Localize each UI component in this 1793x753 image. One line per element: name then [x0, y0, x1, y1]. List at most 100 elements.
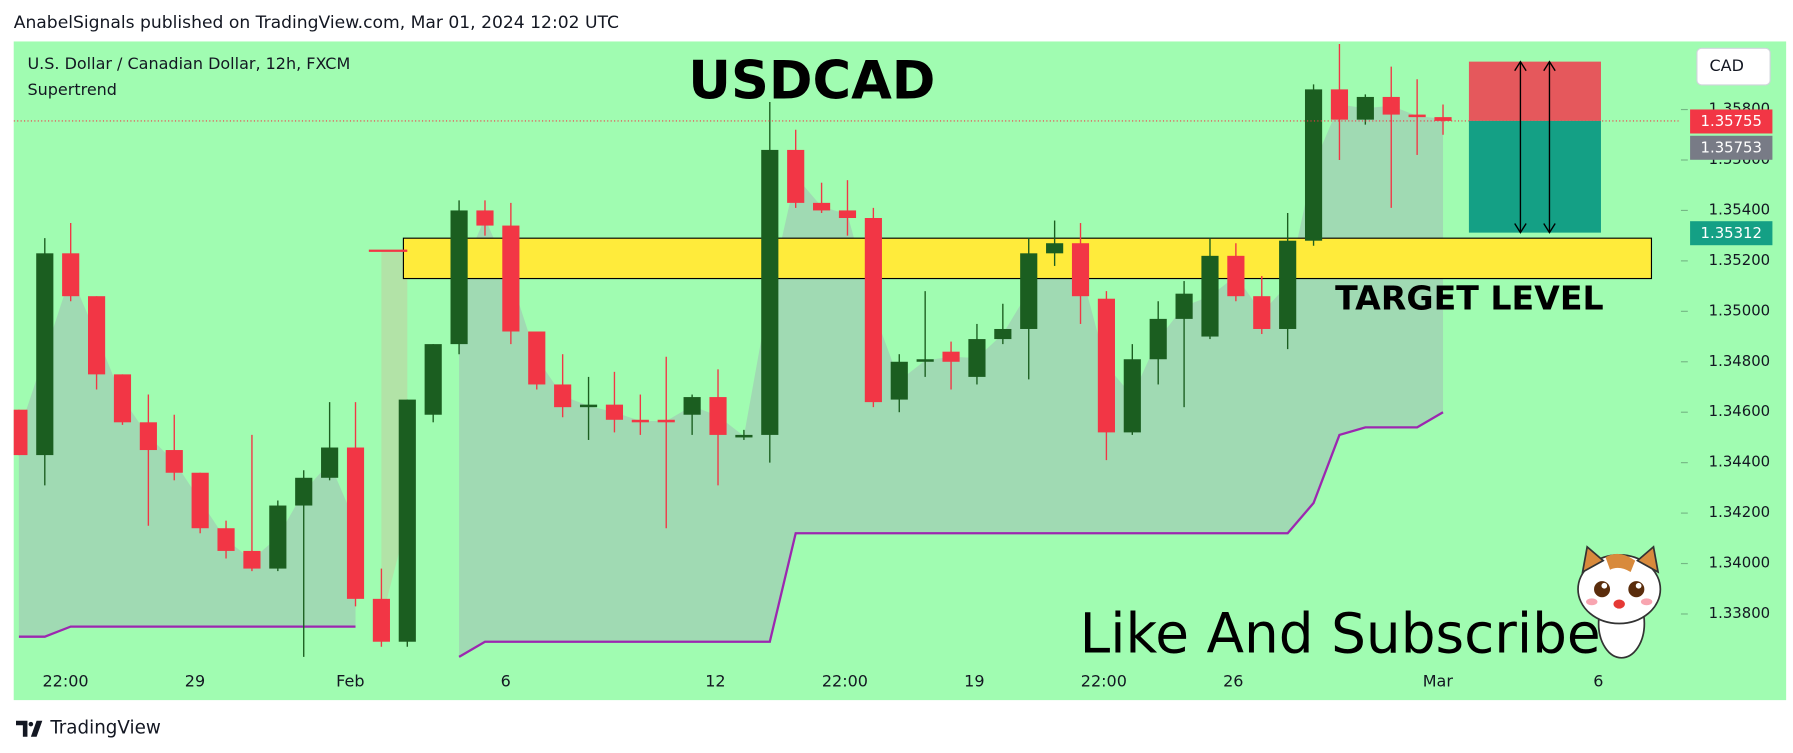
- candle-body: [13, 409, 28, 456]
- arrow-head: [1514, 60, 1527, 234]
- x-tick-label: 22:00: [42, 671, 88, 690]
- currency-label[interactable]: CAD: [1709, 56, 1743, 75]
- candle-body: [1175, 293, 1193, 319]
- candle-body: [295, 477, 313, 506]
- candle-body: [243, 550, 261, 569]
- overlay: [1468, 60, 1601, 234]
- candle-body: [346, 447, 365, 599]
- candle-body: [968, 339, 986, 377]
- annotation: Like And Subscribe: [1080, 601, 1601, 665]
- candle-body: [787, 149, 805, 203]
- y-tick-label: 1.35200: [1709, 251, 1770, 269]
- candle-body: [1330, 89, 1349, 120]
- candle-body: [1304, 89, 1323, 241]
- candle-body: [476, 210, 494, 226]
- candle-body: [1149, 318, 1167, 360]
- candle-body: [709, 397, 727, 435]
- candle-body: [36, 253, 54, 456]
- arrow-head: [1543, 60, 1556, 234]
- candle-body: [735, 434, 753, 438]
- publish-header: AnabelSignals published on TradingView.c…: [14, 13, 619, 33]
- candle-body: [139, 422, 157, 451]
- candle-body: [631, 419, 649, 423]
- candle-body: [1356, 96, 1374, 120]
- x-tick-label: 26: [1223, 671, 1243, 690]
- candle-body: [217, 528, 235, 551]
- candle-body: [502, 225, 520, 332]
- candle-body: [1279, 240, 1297, 329]
- candle-body: [1071, 243, 1090, 297]
- plot-area: [13, 43, 1679, 658]
- candle-body: [165, 450, 183, 473]
- x-tick-label: 29: [185, 671, 205, 690]
- position-stop: [1468, 61, 1601, 121]
- footer-brand: TradingView: [49, 718, 161, 739]
- y-tick-label: 1.34400: [1709, 453, 1770, 471]
- supertrend-line: [458, 411, 1444, 658]
- candle-body: [62, 253, 80, 297]
- candle-body: [191, 472, 209, 529]
- candle-body: [994, 328, 1012, 340]
- candle-body: [890, 361, 908, 400]
- x-tick-label: Feb: [336, 671, 364, 690]
- candle-body: [528, 331, 546, 385]
- candle-body: [424, 344, 442, 415]
- indicator-name: Supertrend: [27, 80, 117, 99]
- supertrend-line: [18, 625, 356, 638]
- candle-body: [88, 296, 106, 375]
- y-tick-label: 1.34800: [1709, 352, 1770, 370]
- candle-body: [1046, 243, 1064, 254]
- price-label: 1.35755: [1701, 112, 1762, 130]
- y-tick-label: 1.35000: [1709, 301, 1770, 319]
- candle-body: [864, 218, 882, 403]
- candle-body: [113, 374, 132, 423]
- candle-body: [605, 404, 624, 420]
- currency-box[interactable]: [1696, 47, 1771, 86]
- chart-title: USDCAD: [688, 50, 935, 111]
- x-tick-label: 12: [705, 671, 725, 690]
- candle-body: [657, 419, 675, 423]
- price-label-box: [1690, 135, 1773, 160]
- y-tick-label: 1.35400: [1709, 200, 1770, 218]
- y-tick-label: 1.34000: [1709, 554, 1770, 572]
- candle-body: [1382, 96, 1400, 115]
- x-tick-label: 22:00: [1081, 671, 1127, 690]
- candle-body: [838, 210, 857, 219]
- candle-body: [683, 397, 701, 415]
- candle-body: [813, 202, 831, 211]
- candle-body: [1434, 117, 1452, 121]
- candle-body: [450, 210, 468, 345]
- symbol-description: U.S. Dollar / Canadian Dollar, 12h, FXCM: [27, 54, 350, 73]
- candle-body: [579, 404, 598, 408]
- candle-body: [1201, 255, 1219, 337]
- candle-body: [1097, 298, 1115, 433]
- x-tick-label: 22:00: [822, 671, 868, 690]
- candle-body: [398, 399, 416, 642]
- price-label-box: [1690, 109, 1773, 134]
- x-tick-label: 6: [1593, 671, 1603, 690]
- candle-body: [269, 505, 287, 569]
- tradingview-logo: [16, 720, 43, 737]
- price-label: 1.35312: [1701, 224, 1762, 242]
- candle-body: [554, 384, 572, 408]
- y-tick-label: 1.34600: [1709, 402, 1770, 420]
- candle-body: [1227, 255, 1245, 297]
- candle-body: [1408, 114, 1426, 118]
- sticker-cat: [1577, 545, 1662, 659]
- zone-label: TARGET LEVEL: [1335, 278, 1603, 317]
- candle-body: [1253, 296, 1271, 329]
- candle-body: [372, 598, 390, 642]
- candle-body: [1123, 359, 1141, 433]
- price-label: 1.35753: [1701, 138, 1762, 156]
- x-tick-label: 19: [964, 671, 984, 690]
- y-tick-label: 1.33800: [1709, 604, 1770, 622]
- candle-body: [942, 351, 960, 362]
- candle-body: [761, 149, 779, 435]
- candle-body: [1020, 253, 1038, 329]
- x-tick-label: 6: [501, 671, 511, 690]
- candle-body: [916, 359, 934, 362]
- position-target: [1468, 120, 1601, 233]
- y-tick-label: 1.34200: [1709, 503, 1770, 521]
- price-label-box: [1690, 221, 1773, 246]
